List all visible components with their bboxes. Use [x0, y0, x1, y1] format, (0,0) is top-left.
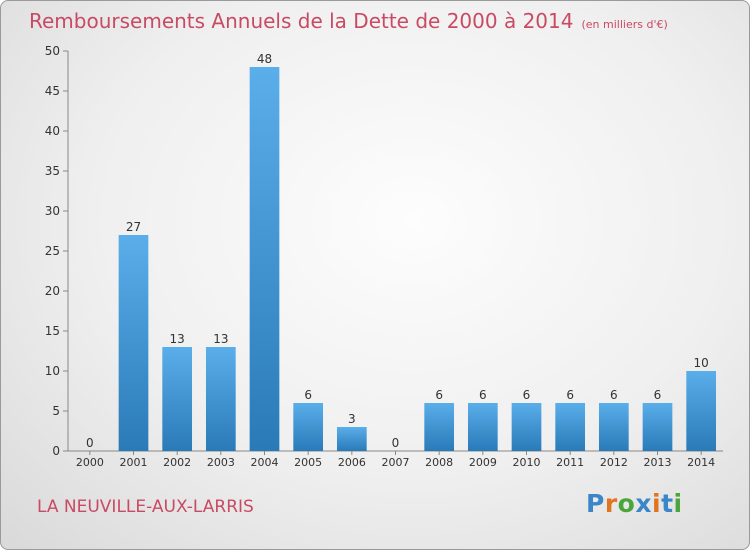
y-tick-label: 45 — [45, 84, 60, 98]
bar — [642, 403, 673, 451]
bar — [336, 427, 367, 451]
y-tick-label: 40 — [45, 124, 60, 138]
bar-value-label: 10 — [694, 356, 709, 370]
bar — [249, 67, 280, 451]
y-tick-label: 15 — [45, 324, 60, 338]
bar — [598, 403, 629, 451]
y-tick-label: 0 — [52, 444, 60, 458]
x-tick-label: 2003 — [207, 456, 235, 469]
bar — [293, 403, 324, 451]
bar-value-label: 27 — [126, 220, 141, 234]
x-tick-label: 2001 — [120, 456, 148, 469]
x-tick-label: 2002 — [163, 456, 191, 469]
x-tick-label: 2014 — [687, 456, 715, 469]
y-tick-label: 20 — [45, 284, 60, 298]
bar-value-label: 6 — [654, 388, 662, 402]
x-tick-label: 2011 — [556, 456, 584, 469]
commune-name: LA NEUVILLE-AUX-LARRIS — [37, 497, 254, 517]
x-tick-label: 2008 — [425, 456, 453, 469]
bar-value-label: 0 — [86, 436, 94, 450]
bar — [511, 403, 542, 451]
chart-subtitle: (en milliers d'€) — [581, 18, 668, 31]
x-tick-label: 2007 — [382, 456, 410, 469]
proxiti-logo: Proxiti — [586, 489, 683, 518]
y-tick-label: 25 — [45, 244, 60, 258]
x-tick-label: 2013 — [644, 456, 672, 469]
y-tick-label: 35 — [45, 164, 60, 178]
bar-value-label: 13 — [213, 332, 228, 346]
x-tick-label: 2006 — [338, 456, 366, 469]
bar-value-label: 3 — [348, 412, 356, 426]
x-tick-label: 2010 — [513, 456, 541, 469]
chart-title-text: Remboursements Annuels de la Dette de 20… — [29, 9, 574, 33]
bar-value-label: 6 — [523, 388, 531, 402]
bar-value-label: 48 — [257, 52, 272, 66]
bar-value-label: 13 — [170, 332, 185, 346]
bar-value-label: 0 — [392, 436, 400, 450]
bar — [205, 347, 236, 451]
y-tick-label: 5 — [52, 404, 60, 418]
x-tick-label: 2009 — [469, 456, 497, 469]
bar — [686, 371, 717, 451]
bar-value-label: 6 — [435, 388, 443, 402]
bar — [555, 403, 586, 451]
bar-value-label: 6 — [479, 388, 487, 402]
bar-value-label: 6 — [610, 388, 618, 402]
x-tick-label: 2012 — [600, 456, 628, 469]
y-tick-label: 30 — [45, 204, 60, 218]
bar — [162, 347, 193, 451]
y-tick-label: 50 — [45, 44, 60, 58]
bar — [467, 403, 498, 451]
chart-title: Remboursements Annuels de la Dette de 20… — [29, 9, 668, 33]
x-tick-label: 2000 — [76, 456, 104, 469]
x-tick-label: 2005 — [294, 456, 322, 469]
bar-value-label: 6 — [566, 388, 574, 402]
bar-value-label: 6 — [304, 388, 312, 402]
x-tick-label: 2004 — [251, 456, 279, 469]
y-tick-label: 10 — [45, 364, 60, 378]
bar — [424, 403, 455, 451]
bar — [118, 235, 149, 451]
